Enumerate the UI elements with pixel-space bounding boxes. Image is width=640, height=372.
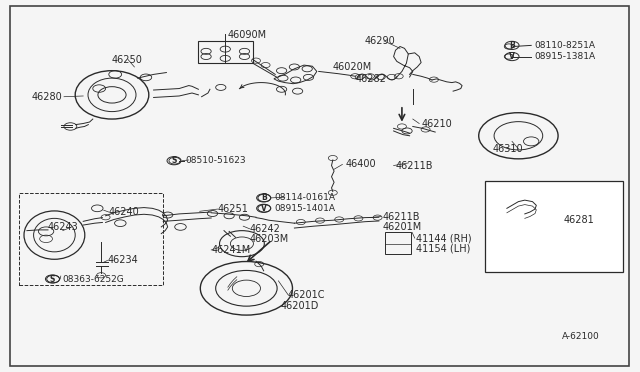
Text: V: V	[260, 204, 267, 213]
Bar	[385, 232, 411, 254]
Text: 46282: 46282	[355, 74, 386, 84]
Text: 46210: 46210	[421, 119, 452, 128]
Text: S: S	[172, 156, 177, 165]
Text: 46251: 46251	[218, 204, 248, 214]
Bar	[198, 41, 253, 63]
Text: 46020M: 46020M	[333, 62, 372, 72]
Text: 46240: 46240	[109, 207, 140, 217]
Text: 46250: 46250	[112, 55, 143, 64]
Text: 46211B: 46211B	[383, 212, 420, 221]
Text: 46400: 46400	[346, 160, 376, 169]
Text: V: V	[509, 52, 515, 61]
Text: 46203M: 46203M	[250, 234, 289, 244]
Text: 46090M: 46090M	[227, 31, 266, 40]
Text: 46242: 46242	[250, 224, 280, 234]
Text: 46310: 46310	[493, 144, 524, 154]
Text: 08915-1381A: 08915-1381A	[534, 52, 596, 61]
Text: 08915-1401A: 08915-1401A	[274, 204, 335, 213]
Bar	[485, 181, 623, 272]
Text: B: B	[261, 193, 266, 202]
Text: 08510-51623: 08510-51623	[186, 156, 246, 165]
Text: 41144 (RH): 41144 (RH)	[416, 233, 472, 243]
Text: 08363-6252G: 08363-6252G	[63, 275, 124, 283]
Text: 46281: 46281	[563, 215, 594, 225]
Text: A-62100: A-62100	[562, 332, 600, 341]
Bar	[19, 193, 163, 285]
Text: B: B	[509, 41, 515, 50]
Text: S: S	[50, 275, 55, 283]
Text: 41154 (LH): 41154 (LH)	[416, 244, 470, 253]
Text: 46201D: 46201D	[280, 301, 319, 311]
Text: 46290: 46290	[365, 36, 396, 46]
Text: 46234: 46234	[108, 256, 138, 265]
Text: 46201C: 46201C	[288, 290, 326, 299]
Text: 46241M: 46241M	[211, 245, 250, 255]
Text: 46201M: 46201M	[383, 222, 422, 232]
Text: 08110-8251A: 08110-8251A	[534, 41, 595, 50]
Text: 46243: 46243	[48, 222, 79, 232]
Text: 46211B: 46211B	[396, 161, 433, 170]
Text: 08114-0161A: 08114-0161A	[274, 193, 335, 202]
Text: 46280: 46280	[32, 92, 63, 102]
